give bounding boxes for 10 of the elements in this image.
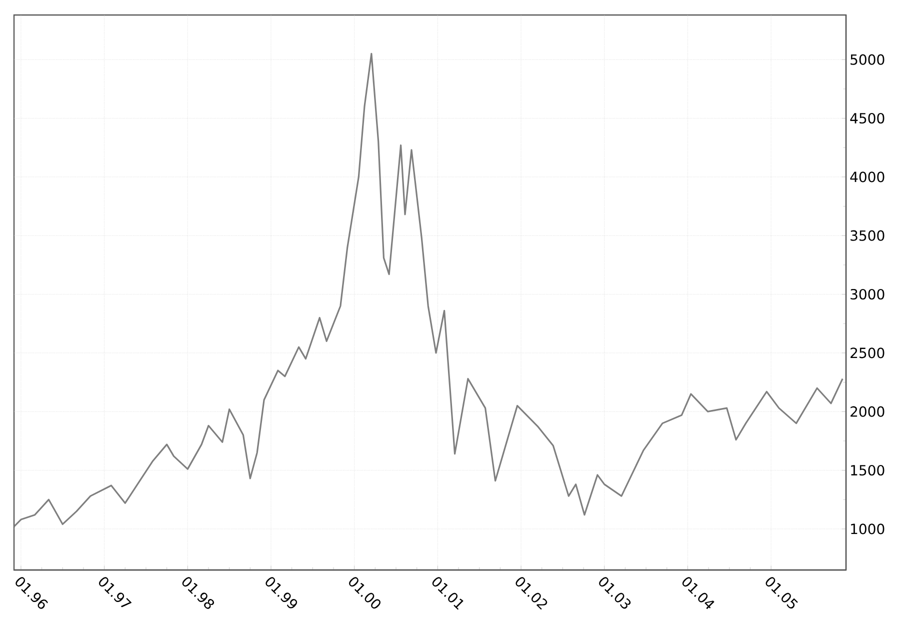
line-series <box>14 52 844 528</box>
y-tick-label: 1000 <box>851 524 884 534</box>
y-tick-label: 2000 <box>850 406 884 417</box>
y-tick-label: 4000 <box>850 172 884 182</box>
y-tick-label: 4500 <box>850 112 884 124</box>
y-tick-label: 5000 <box>850 54 884 65</box>
y-tick-label: 3000 <box>850 288 884 300</box>
y-tick-label: 3500 <box>850 230 884 241</box>
y-tick-label: 2500 <box>850 348 884 358</box>
y-tick-label: 1500 <box>851 464 884 476</box>
